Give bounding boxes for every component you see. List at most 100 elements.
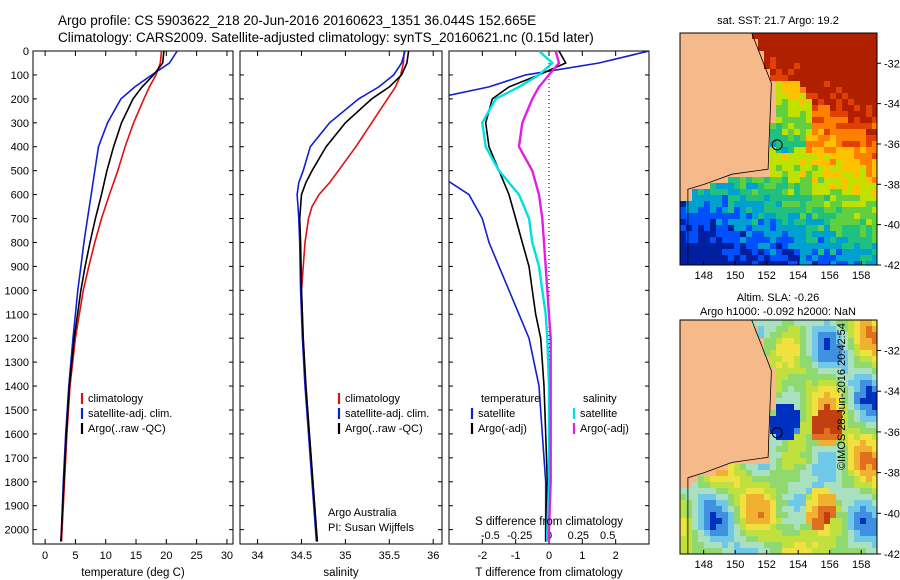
legend-label: climatology	[88, 393, 144, 405]
annotation-line-1: Argo Australia	[328, 507, 397, 519]
imos-stamp: ©IMOS 28-Jun-2016 20:42:54	[836, 323, 848, 470]
header-line-2: Climatology: CARS2009. Satellite-adjuste…	[58, 30, 594, 45]
y-tick-label: 1500	[5, 405, 29, 417]
panel-frame-temperature	[32, 50, 234, 545]
lat-tick-label: -32	[884, 346, 900, 358]
y-tick-label: 1100	[5, 309, 29, 321]
x-tick-label: 25	[191, 550, 203, 562]
legend-label: satellite	[478, 408, 515, 420]
panel-frame-salinity	[239, 50, 443, 545]
argo-float-marker	[771, 427, 783, 439]
y-tick-label: 1800	[5, 477, 29, 489]
lon-tick-label: 148	[694, 559, 712, 571]
y-tick-label: 100	[11, 70, 29, 82]
y-tick-label: 400	[11, 142, 29, 154]
map-field-sla_map	[680, 320, 877, 554]
y-tick-label: 900	[11, 261, 29, 273]
panel-sst_map: 148 150 152 154 156 158 -32 -34 -36 -38 -40 -42 sat.…	[679, 15, 900, 282]
legend-label: satellite-adj. clim.	[88, 408, 172, 420]
x-tick-label: 0	[546, 550, 552, 562]
y-tick-label: 1300	[5, 357, 29, 369]
x-axis-label-top: S difference from climatology	[475, 516, 623, 528]
legend-label: Argo(-adj)	[478, 423, 527, 435]
y-tick-label: 2000	[5, 525, 29, 537]
series-line-argo	[60, 50, 165, 542]
lat-tick-label: -42	[884, 260, 900, 272]
series-line-salinity_sat	[481, 51, 555, 542]
s-tick-label: -0.25	[507, 530, 532, 542]
x-tick-label: 10	[100, 550, 112, 562]
lon-tick-label: 154	[789, 270, 807, 282]
y-tick-label: 1600	[5, 429, 29, 441]
lon-tick-label: 158	[852, 559, 870, 571]
x-axis-label: salinity	[323, 567, 358, 579]
lat-tick-label: -38	[884, 468, 900, 480]
y-tick-label: 1400	[5, 381, 29, 393]
y-tick-label: 1000	[5, 285, 29, 297]
lon-tick-label: 158	[852, 270, 870, 282]
panel-temperature: 0 5 10 15 20 25 300100200300400500600700800900…	[5, 46, 234, 579]
sla-map-subtitle: Argo h1000: -0.092 h2000: NaN	[700, 306, 856, 318]
y-tick-label: 1200	[5, 333, 29, 345]
panel-sla_map: 148 150 152 154 156 158 -32 -34 -36 -38 -40 -42 Alti…	[679, 292, 900, 571]
x-tick-label: 36	[427, 550, 439, 562]
s-tick-label: -0.5	[481, 530, 500, 542]
x-tick-label: 35.5	[379, 550, 400, 562]
lat-tick-label: -36	[884, 139, 900, 151]
y-tick-label: 800	[11, 237, 29, 249]
annotation-line-2: PI: Susan Wijffels	[328, 522, 414, 534]
lat-tick-label: -32	[884, 58, 900, 70]
lat-tick-label: -36	[884, 427, 900, 439]
panel-salinity: 34 34.5 35 35.5 36 salinity climatology satelli…	[239, 50, 443, 579]
series-line-argo	[298, 50, 410, 542]
lat-tick-label: -42	[884, 549, 900, 561]
x-tick-label: -2	[477, 550, 487, 562]
header-line-1: Argo profile: CS 5903622_218 20-Jun-2016…	[58, 13, 537, 28]
series-line-satellite	[449, 51, 649, 542]
legend-label: Argo(..raw -QC)	[345, 423, 423, 435]
y-tick-label: 500	[11, 166, 29, 178]
lon-tick-label: 156	[821, 270, 839, 282]
x-axis-label: T difference from climatology	[475, 567, 622, 579]
x-axis-label: temperature (deg C)	[81, 567, 185, 579]
lon-tick-label: 150	[726, 559, 744, 571]
y-tick-label: 0	[23, 46, 29, 58]
coastline	[687, 320, 772, 554]
sla-map-title: Altim. SLA: -0.26	[737, 292, 820, 304]
map-frame-sla_map	[679, 319, 878, 555]
argo-float-marker	[771, 139, 783, 151]
lon-tick-label: 154	[789, 559, 807, 571]
lat-tick-label: -40	[884, 220, 900, 232]
x-tick-label: 15	[130, 550, 142, 562]
y-tick-label: 700	[11, 214, 29, 226]
x-tick-label: -1	[511, 550, 521, 562]
lat-tick-label: -34	[884, 99, 900, 111]
lon-tick-label: 156	[821, 559, 839, 571]
y-tick-label: 1700	[5, 453, 29, 465]
series-line-satellite	[296, 50, 406, 542]
x-tick-label: 2	[613, 550, 619, 562]
series-line-salinity_argo	[517, 51, 561, 542]
lon-tick-label: 152	[758, 559, 776, 571]
lon-tick-label: 148	[694, 270, 712, 282]
x-tick-label: 30	[221, 550, 233, 562]
map-frame-sst_map	[679, 32, 878, 266]
lat-tick-label: -40	[884, 508, 900, 520]
x-tick-label: 1	[579, 550, 585, 562]
legend-label: Argo(..raw -QC)	[88, 423, 166, 435]
diff-series	[449, 51, 649, 542]
y-tick-label: 200	[11, 94, 29, 106]
s-tick-label: 0.25	[568, 530, 589, 542]
legend-label: satellite-adj. clim.	[345, 408, 429, 420]
x-tick-label: 20	[160, 550, 172, 562]
series-line-argo	[484, 51, 567, 542]
x-tick-label: 0	[42, 550, 48, 562]
x-tick-label: 5	[72, 550, 78, 562]
legend-label: satellite	[580, 408, 617, 420]
map-field-sst_map	[680, 33, 877, 265]
y-tick-label: 1900	[5, 501, 29, 513]
y-tick-label: 300	[11, 118, 29, 130]
x-tick-label: 35	[339, 550, 351, 562]
